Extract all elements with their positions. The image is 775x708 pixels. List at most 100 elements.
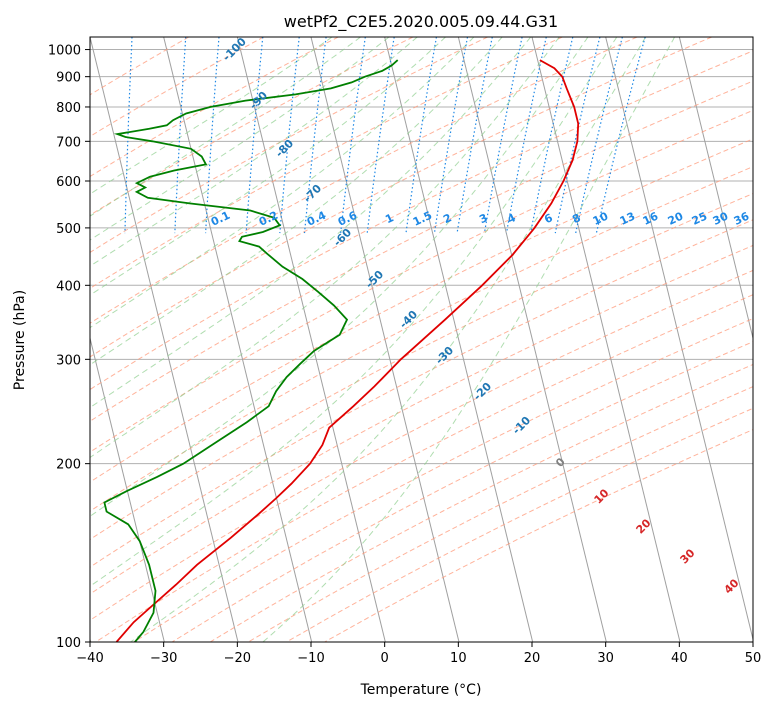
- isotherm-line: [236, 37, 386, 642]
- dry-adiabat-line: [90, 50, 753, 391]
- x-tick-label: 10: [450, 651, 467, 666]
- profile-series: [103, 59, 580, 642]
- mixing-ratio-label: 3: [477, 211, 489, 226]
- x-tick-label: −10: [297, 651, 324, 666]
- moist-adiabat-label: 30: [678, 546, 698, 566]
- mixing-ratio-line: [433, 37, 469, 234]
- dry-adiabat-line: [95, 294, 753, 642]
- mixing-ratio-line: [554, 37, 601, 234]
- dry-adiabat-line: [90, 37, 488, 254]
- dry-adiabat-line: [90, 138, 753, 483]
- plot-frame: [89, 36, 754, 643]
- mixing-ratio-label: 25: [690, 210, 709, 228]
- mixing-ratio-label: 13: [618, 210, 637, 228]
- dry-adiabat-label: -10: [510, 414, 533, 437]
- dry-adiabat-label: -70: [301, 182, 324, 205]
- y-tick-label: 800: [56, 101, 81, 116]
- mixing-ratio-label: 6: [542, 211, 555, 226]
- chart-title: wetPf2_C2E5.2020.005.09.44.G31: [284, 12, 558, 32]
- x-tick-label: −40: [76, 651, 103, 666]
- dry-adiabat-label: -40: [397, 308, 420, 331]
- dry-adiabat-line: [90, 37, 339, 178]
- dry-adiabat-line: [248, 386, 753, 642]
- isotherm-line: [678, 37, 753, 341]
- dry-adiabat-line: [90, 269, 753, 621]
- mixing-ratio-line: [483, 37, 523, 234]
- mixing-ratio-line: [174, 37, 187, 234]
- line-labels: -100-90-80-70-60-50-40-30-20-100.1 0.2 0.4…: [209, 35, 752, 597]
- mixing-ratio-line: [279, 37, 300, 234]
- mixing-ratio-label: 36: [732, 209, 752, 227]
- mixing-ratio-line: [205, 37, 220, 234]
- moist-adiabat-line: [90, 37, 618, 587]
- mixing-ratio-line: [124, 37, 133, 234]
- moist-adiabat-label: 20: [634, 516, 654, 536]
- mixing-ratio-line: [575, 37, 623, 234]
- isotherm-line: [605, 37, 753, 642]
- dry-adiabat-line: [90, 37, 414, 216]
- mixing-ratio-line: [456, 37, 493, 234]
- x-axis-label: Temperature (°C): [360, 682, 482, 698]
- mixing-ratio-label: 0.6: [336, 209, 359, 229]
- background-lines: [90, 37, 753, 642]
- dry-adiabat-line: [90, 37, 563, 289]
- x-tick-label: 30: [597, 651, 614, 666]
- dry-adiabat-label: -60: [331, 226, 354, 249]
- dewpoint-line: [103, 59, 399, 642]
- moist-adiabat-line: [90, 37, 446, 296]
- y-tick-label: 900: [56, 71, 81, 86]
- dry-adiabat-line: [90, 37, 190, 96]
- axes: −40 −30 −20 −10 0 10 20 30 40 5010020030040050060…: [48, 44, 761, 666]
- y-tick-label: 200: [56, 458, 81, 473]
- isotherm-line: [90, 37, 239, 642]
- y-tick-label: 400: [56, 279, 81, 294]
- x-tick-label: 20: [524, 651, 541, 666]
- mixing-ratio-label: 1: [383, 211, 395, 226]
- moist-adiabat-line: [90, 37, 418, 267]
- moist-adiabat-line: [90, 37, 560, 459]
- moist-adiabat-line: [90, 37, 503, 366]
- mixing-ratio-line: [303, 37, 327, 234]
- moist-adiabat-line: [262, 37, 676, 642]
- moist-adiabat-line: [90, 37, 390, 241]
- dry-adiabat-label: -30: [433, 344, 456, 367]
- mixing-ratio-line: [366, 37, 395, 234]
- dry-adiabat-line: [133, 317, 753, 642]
- mixing-ratio-label: 0.1: [209, 209, 232, 229]
- dry-adiabat-line: [90, 166, 753, 512]
- dry-adiabat-line: [90, 193, 753, 541]
- mixing-ratio-line: [505, 37, 547, 234]
- x-tick-label: 0: [381, 651, 389, 666]
- mixing-ratio-line: [530, 37, 574, 234]
- dry-adiabat-line: [90, 80, 753, 422]
- mixing-ratio-label: 0.4: [305, 209, 328, 229]
- mixing-ratio-label: 16: [641, 209, 661, 227]
- dry-adiabat-line: [90, 109, 753, 453]
- y-tick-label: 1000: [48, 44, 81, 59]
- mixing-ratio-label: 4: [505, 211, 518, 226]
- x-tick-label: −30: [150, 651, 177, 666]
- isotherm-line: [163, 37, 313, 642]
- temperature-line: [115, 59, 580, 642]
- y-tick-label: 600: [56, 175, 81, 190]
- moist-adiabat-line: [90, 37, 361, 217]
- mixing-ratio-line: [405, 37, 437, 234]
- isotherm-line: [457, 37, 607, 642]
- mixing-ratio-line: [595, 37, 646, 234]
- y-axis-label: Pressure (hPa): [12, 290, 28, 390]
- moist-adiabat-label: 10: [592, 486, 612, 506]
- mixing-ratio-label: 30: [711, 209, 731, 227]
- dry-adiabat-line: [90, 37, 638, 324]
- mixing-ratio-label: 2: [441, 211, 453, 226]
- dry-adiabat-line: [90, 219, 753, 568]
- moist-adiabat-line: [90, 37, 333, 195]
- isotherm-line: [531, 37, 681, 642]
- moist-adiabat-line: [130, 37, 647, 642]
- moist-adiabat-line: [90, 37, 589, 517]
- moist-adiabat-line: [90, 37, 532, 409]
- mixing-ratio-label: 10: [591, 209, 611, 227]
- mixing-ratio-line: [340, 37, 366, 234]
- x-tick-label: 50: [745, 651, 762, 666]
- dry-adiabat-line: [324, 429, 753, 642]
